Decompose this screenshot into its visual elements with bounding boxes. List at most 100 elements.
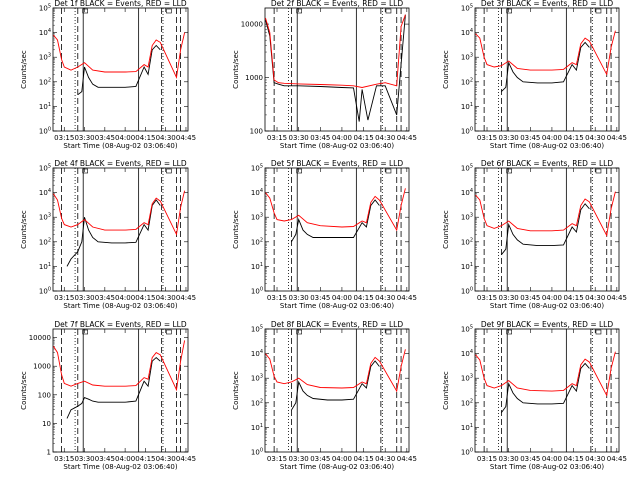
panel-5-x-tick-label-3: 04:00 <box>332 294 352 302</box>
panel-9-x-tick-label-4: 04:15 <box>563 455 583 463</box>
panel-5-axes-frame <box>264 167 410 292</box>
panel-2-event-markers <box>273 8 402 131</box>
panel-5-y-tick-label-4: 104 <box>251 188 263 197</box>
panel-4-axes-frame <box>52 167 189 292</box>
panel-8-event-markers <box>273 329 402 452</box>
panel-3-y-tick-label-3: 103 <box>461 53 473 62</box>
panel-3-y-tick-label-1: 101 <box>461 102 473 111</box>
panel-5-marker-box-left <box>296 168 302 174</box>
panel-7-x-axis-label: Start Time (08-Aug-02 03:06:40) <box>63 463 177 471</box>
panel-4-marker-box-left <box>82 168 88 174</box>
panel-5-x-tick-label-6: 04:45 <box>397 294 417 302</box>
panel-9-x-tick-label-3: 04:00 <box>542 455 562 463</box>
panel-5-x-tick-label-4: 04:15 <box>353 294 373 302</box>
panel-1-x-tick-label-3: 04:00 <box>115 134 135 142</box>
panel-1-x-tick-label-5: 04:30 <box>156 134 176 142</box>
panel-8-x-tick-label-2: 03:45 <box>310 455 330 463</box>
panel-9-marker-box-right <box>595 329 602 335</box>
panel-7-series-events-line <box>66 356 161 419</box>
panel-8-x-tick-label-3: 04:00 <box>332 455 352 463</box>
panel-7-series-lld-line <box>53 340 186 392</box>
panel-6-axes-frame <box>474 167 620 292</box>
panel-7-marker-box-left <box>82 329 88 335</box>
panel-9-axes-frame <box>474 328 620 453</box>
panel-4-y-tick-label-4: 104 <box>39 188 51 197</box>
detector-panel-3: Det 3f BLACK = Events, RED = LLD 100 101 10… <box>442 0 627 150</box>
panel-1-y-tick-label-3: 103 <box>39 53 51 62</box>
panel-3-axes-frame <box>474 7 620 132</box>
panel-4-y-axis-label: Counts/sec <box>20 210 28 249</box>
panel-2-y-tick-label-2: 10000 <box>241 21 263 29</box>
panel-3-series-events-line <box>501 41 590 92</box>
panel-1-x-tick-label-0: 03:15 <box>54 134 74 142</box>
panel-2-y-axis-label: Counts/sec <box>232 50 240 89</box>
panel-3-marker-box-right <box>595 8 602 14</box>
panel-3-series <box>475 30 616 92</box>
detector-panel-8: Det 8f BLACK = Events, RED = LLD 100 101 10… <box>232 320 417 471</box>
panel-7-x-tick-label-4: 04:15 <box>135 455 155 463</box>
panel-3-y-tick-label-5: 105 <box>461 4 473 13</box>
panel-8-y-tick-label-5: 105 <box>251 325 263 334</box>
panel-6-x-axis-label: Start Time (08-Aug-02 03:06:40) <box>490 302 604 310</box>
panel-3-y-tick-label-0: 100 <box>461 127 473 136</box>
panel-9-title: Det 9f BLACK = Events, RED = LLD <box>481 320 614 329</box>
panel-9-x-tick-label-2: 03:45 <box>520 455 540 463</box>
panel-2-y-tick-label-1: 1000 <box>245 74 263 82</box>
panel-8-x-tick-label-5: 04:30 <box>375 455 395 463</box>
panel-5-x-axis-label: Start Time (08-Aug-02 03:06:40) <box>280 302 394 310</box>
detector-panel-6: Det 6f BLACK = Events, RED = LLD 100 101 10… <box>442 159 627 310</box>
panel-5-x-tick-label-1: 03:30 <box>289 294 309 302</box>
panel-9-event-markers <box>483 329 612 452</box>
panel-1-event-markers <box>61 8 181 131</box>
panel-7-x-tick-label-0: 03:15 <box>54 455 74 463</box>
panel-6-x-tick-label-6: 04:45 <box>607 294 627 302</box>
panel-5-marker-box-right <box>385 168 392 174</box>
panel-2-axes-frame <box>264 7 410 132</box>
panel-1-y-tick-label-5: 105 <box>39 4 51 13</box>
detector-panel-7: Det 7f BLACK = Events, RED = LLD 1 10 100 10… <box>20 320 196 471</box>
panel-7-series <box>53 340 186 419</box>
panel-7-y-tick-label-1: 10 <box>42 420 51 428</box>
panel-4-event-markers <box>61 168 181 291</box>
panel-3-y-tick-label-4: 104 <box>461 28 473 37</box>
panel-8-x-tick-label-1: 03:30 <box>289 455 309 463</box>
panel-6-event-markers <box>483 168 612 291</box>
panel-6-x-tick-label-1: 03:30 <box>499 294 519 302</box>
panel-2-x-tick-label-4: 04:15 <box>353 134 373 142</box>
panel-9-y-axis-label: Counts/sec <box>442 371 450 410</box>
panel-9-x-tick-label-6: 04:45 <box>607 455 627 463</box>
panel-3-x-tick-label-5: 04:30 <box>585 134 605 142</box>
panel-1-y-tick-label-0: 100 <box>39 127 51 136</box>
panel-4-x-tick-label-2: 03:45 <box>95 294 115 302</box>
panel-3-x-tick-label-2: 03:45 <box>520 134 540 142</box>
panel-6-x-tick-label-2: 03:45 <box>520 294 540 302</box>
panel-4-y-tick-label-1: 101 <box>39 262 51 271</box>
panel-8-title: Det 8f BLACK = Events, RED = LLD <box>271 320 404 329</box>
panel-4-x-tick-label-1: 03:30 <box>74 294 94 302</box>
panel-2-marker-box-right <box>385 8 392 14</box>
panel-4-title: Det 4f BLACK = Events, RED = LLD <box>54 159 187 168</box>
panel-2-x-tick-label-6: 04:45 <box>397 134 417 142</box>
panel-8-axes-frame <box>264 328 410 453</box>
panel-4-series-events-line <box>66 199 161 267</box>
panel-7-x-tick-label-6: 04:45 <box>176 455 196 463</box>
panel-5-title: Det 5f BLACK = Events, RED = LLD <box>271 159 404 168</box>
panel-6-y-tick-label-2: 102 <box>461 237 473 246</box>
panel-7-y-tick-label-3: 1000 <box>33 363 51 371</box>
panel-8-y-tick-label-0: 100 <box>251 448 263 457</box>
panel-5-series <box>265 188 406 243</box>
panel-6-series <box>475 191 616 255</box>
panel-1-y-tick-label-2: 102 <box>39 77 51 86</box>
panel-6-x-tick-label-5: 04:30 <box>585 294 605 302</box>
panel-9-y-tick-label-2: 102 <box>461 398 473 407</box>
panel-4-x-tick-label-5: 04:30 <box>156 294 176 302</box>
panel-6-x-tick-label-0: 03:15 <box>477 294 497 302</box>
panel-4-y-tick-label-0: 100 <box>39 287 51 296</box>
panel-3-x-tick-label-0: 03:15 <box>477 134 497 142</box>
panel-6-x-tick-label-4: 04:15 <box>563 294 583 302</box>
panel-5-y-tick-label-2: 102 <box>251 237 263 246</box>
panel-6-title: Det 6f BLACK = Events, RED = LLD <box>481 159 614 168</box>
panel-3-x-tick-label-3: 04:00 <box>542 134 562 142</box>
panel-4-x-tick-label-4: 04:15 <box>135 294 155 302</box>
panel-9-series-lld-line <box>475 351 616 397</box>
